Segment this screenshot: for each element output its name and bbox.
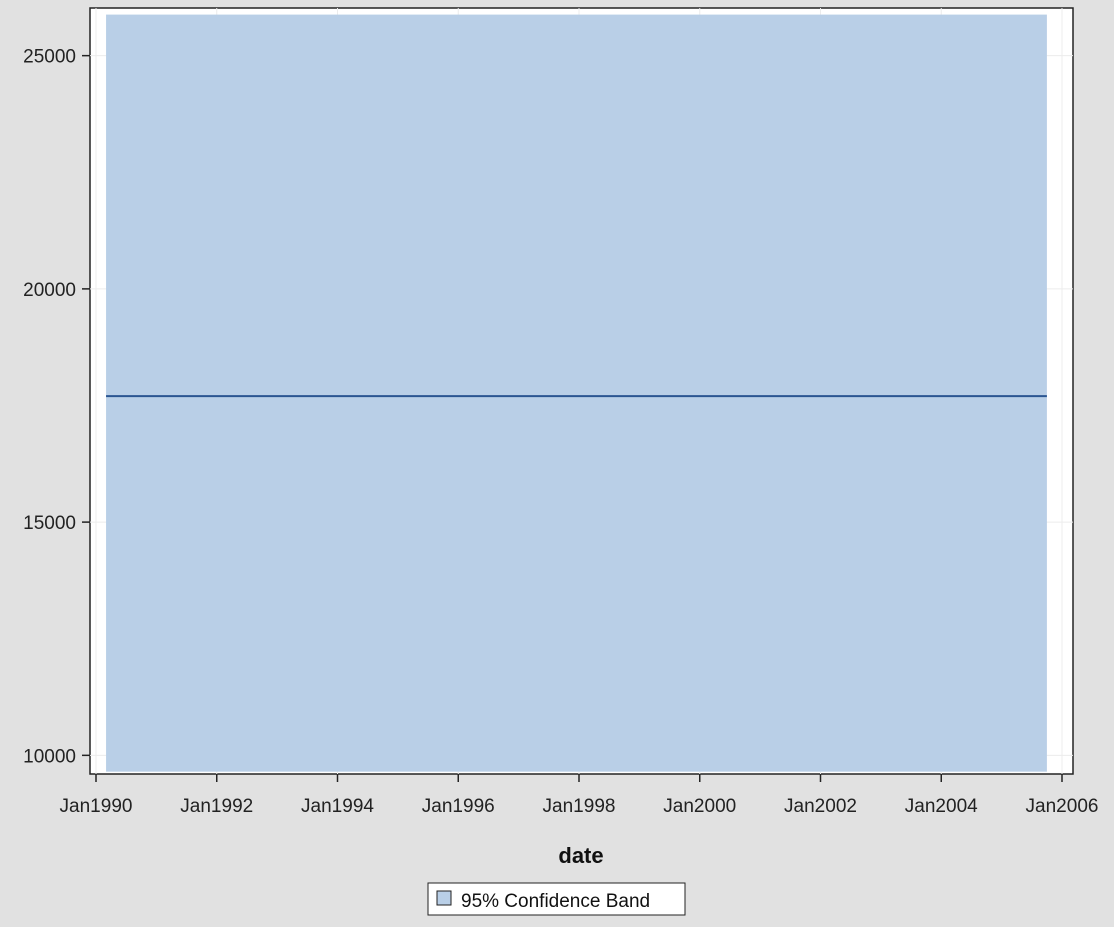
y-axis: 10000 15000 20000 25000 [23, 47, 90, 767]
x-tick-label: Jan1994 [301, 796, 374, 817]
y-tick-label: 15000 [23, 513, 76, 534]
y-tick-label: 10000 [23, 746, 76, 767]
x-tick-label: Jan2002 [784, 796, 857, 817]
legend-swatch [436, 890, 452, 906]
band-layer [106, 14, 1047, 772]
x-tick-label: Jan2000 [663, 796, 736, 817]
x-axis-title: date [558, 843, 603, 868]
x-axis: Jan1990 Jan1992 Jan1994 Jan1996 Jan1998 Jan20… [60, 774, 1099, 817]
confidence-band [106, 14, 1047, 772]
x-tick-label: Jan2004 [905, 796, 978, 817]
x-tick-label: Jan2006 [1026, 796, 1099, 817]
x-tick-label: Jan1990 [60, 796, 133, 817]
legend-box [427, 882, 686, 916]
x-tick-label: Jan1992 [180, 796, 253, 817]
y-tick-label: 20000 [23, 280, 76, 301]
x-tick-label: Jan1996 [422, 796, 495, 817]
y-tick-label: 25000 [23, 47, 76, 68]
x-tick-label: Jan1998 [543, 796, 616, 817]
legend-label: 95% Confidence Band [461, 891, 650, 912]
legend: 95% Confidence Band [427, 882, 686, 916]
